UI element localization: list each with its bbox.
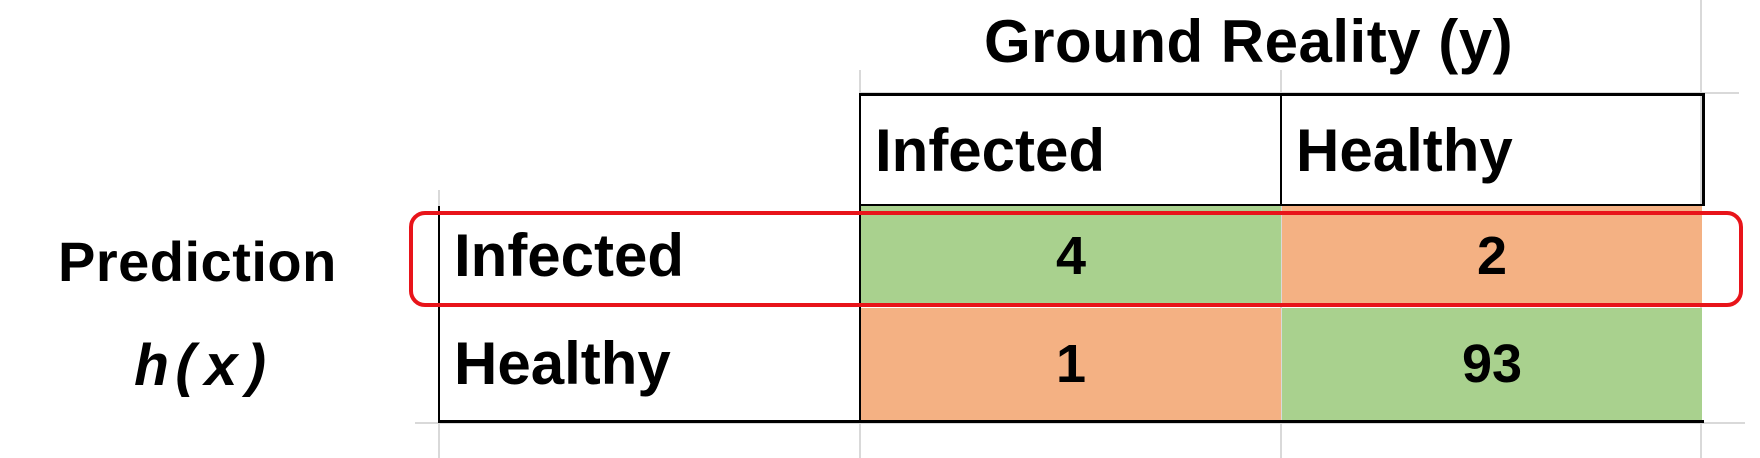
cell-value: 1 [1055,334,1087,394]
table-border [438,420,1704,423]
row-highlight-outline [409,211,1743,307]
column-axis-title: Ground Reality (y) [984,8,1514,75]
column-header-label: Infected [875,117,1106,184]
row-header-infected: Infected [440,206,860,306]
column-header-infected: Infected [861,96,1281,206]
row-axis-label: Prediction [58,230,337,293]
column-header-label: Healthy [1296,117,1513,184]
cell-false-negative: 1 [861,308,1281,420]
table-border [438,206,440,423]
cell-value: 4 [1055,226,1087,286]
cell-true-positive: 4 [861,206,1281,306]
column-header-healthy: Healthy [1282,96,1702,206]
cell-value: 2 [1476,226,1508,286]
row-axis-function: h(x) [134,338,274,403]
cell-false-positive: 2 [1282,206,1702,306]
row-header-label: Infected [454,222,685,289]
table-border [1280,93,1282,206]
gridline [415,422,1745,424]
row-header-label: Healthy [454,330,671,397]
cell-value: 93 [1461,334,1523,394]
row-header-healthy: Healthy [440,308,860,420]
table-border [1702,93,1705,206]
table-border [859,93,861,423]
cell-true-negative: 93 [1282,308,1702,420]
gridline [1280,70,1282,458]
